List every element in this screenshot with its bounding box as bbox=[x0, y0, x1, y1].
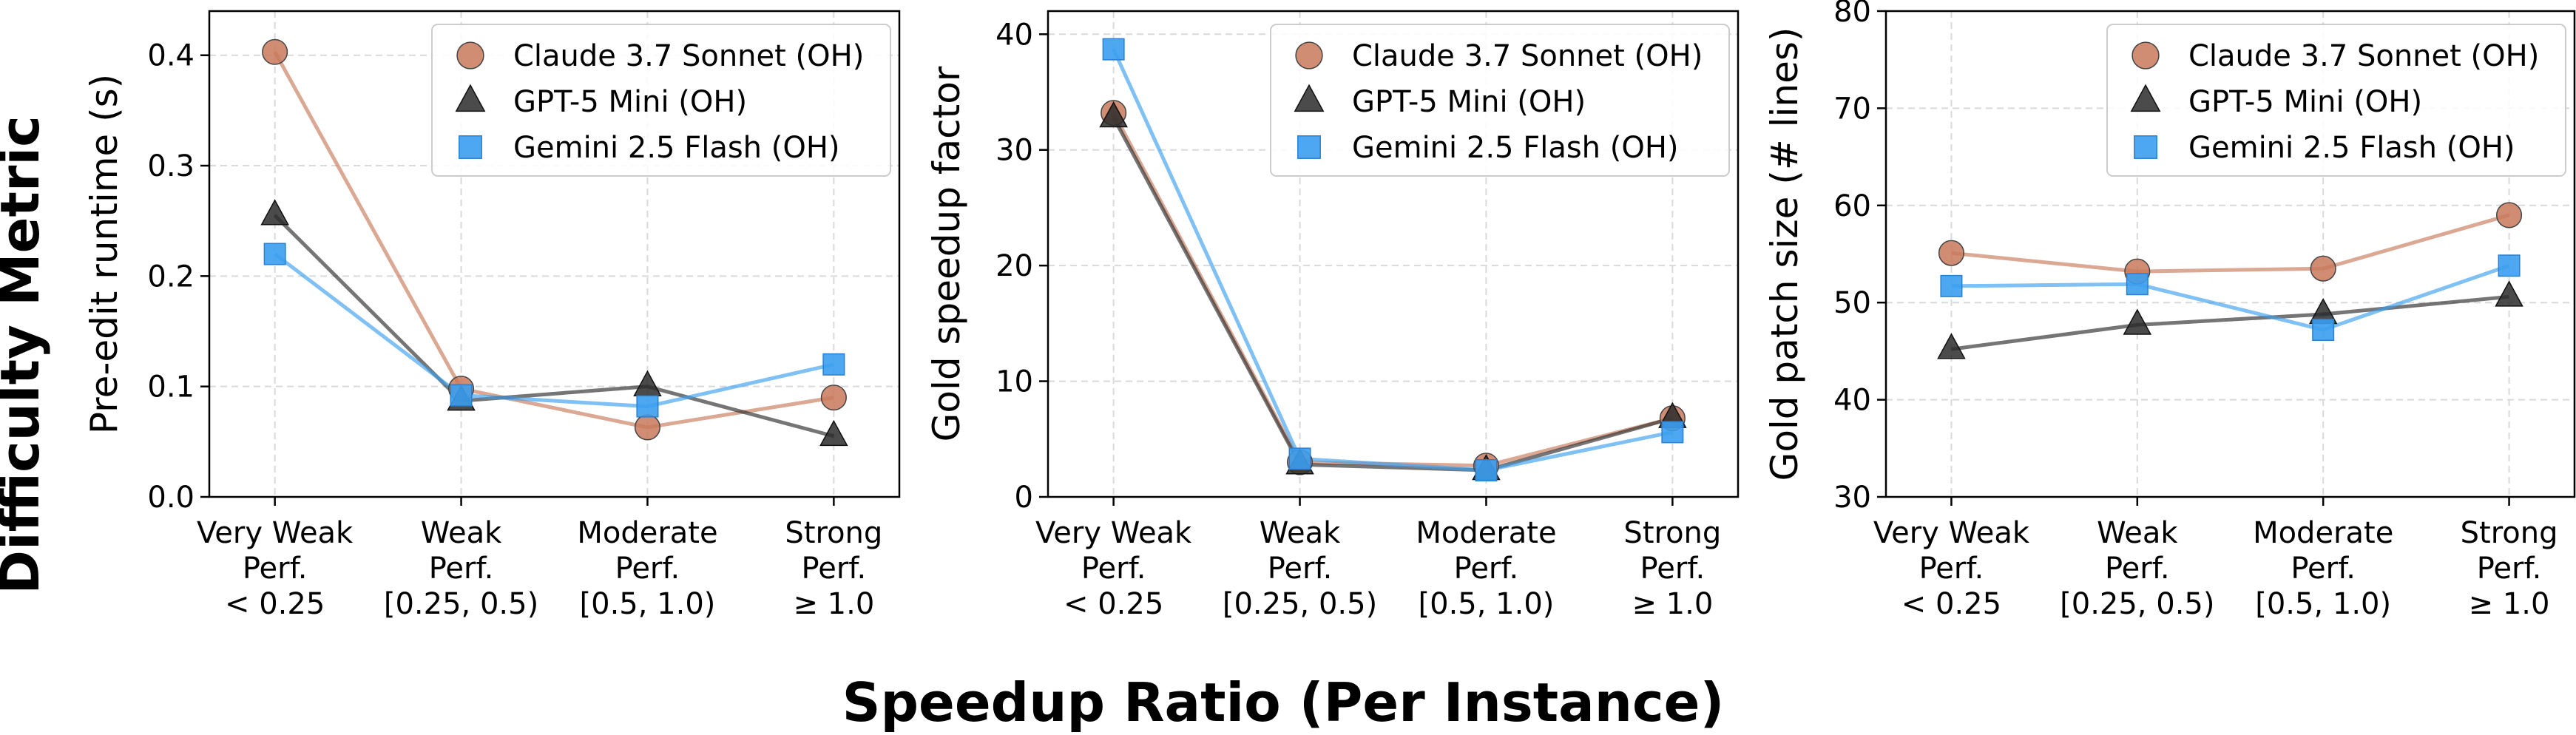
legend: Claude 3.7 Sonnet (OH) GPT-5 Mini (OH) Gem… bbox=[1270, 24, 1730, 177]
data-point bbox=[1937, 333, 1966, 359]
legend-label: GPT-5 Mini (OH) bbox=[2188, 85, 2422, 119]
y-axis-label: Pre-edit runtime (s) bbox=[83, 74, 126, 434]
data-point bbox=[1940, 274, 1963, 297]
plot-frame bbox=[1884, 10, 2576, 498]
y-tick-label: 0.4 bbox=[147, 39, 195, 73]
legend-marker bbox=[456, 41, 484, 70]
series-line-3 bbox=[1951, 263, 2510, 332]
x-tick-label: Very Weak Perf. < 0.25 bbox=[1035, 516, 1192, 621]
y-tick-label: 30 bbox=[995, 134, 1033, 168]
y-tick-label: 70 bbox=[1833, 92, 1871, 126]
x-tick-label: Moderate Perf. [0.5, 1.0) bbox=[577, 516, 717, 621]
legend-label: Gemini 2.5 Flash (OH) bbox=[1352, 131, 1679, 165]
x-tick-label: Moderate Perf. [0.5, 1.0) bbox=[1416, 516, 1556, 621]
data-point bbox=[263, 243, 286, 265]
plot-frame bbox=[1047, 10, 1740, 498]
series-line-2 bbox=[1951, 294, 2509, 351]
y-tick-label: 50 bbox=[1833, 286, 1871, 320]
legend-label: Claude 3.7 Sonnet (OH) bbox=[1352, 39, 1703, 73]
legend-marker bbox=[2132, 41, 2160, 70]
series-line-3 bbox=[1112, 48, 1673, 472]
x-tick-label: Moderate Perf. [0.5, 1.0) bbox=[2253, 516, 2393, 621]
series-line-2 bbox=[273, 214, 835, 438]
x-tick-label: Strong Perf. ≥ 1.0 bbox=[1623, 516, 1721, 621]
data-point bbox=[1938, 240, 1964, 266]
data-point bbox=[633, 370, 662, 396]
data-point bbox=[262, 38, 288, 65]
data-point bbox=[260, 199, 289, 226]
legend-label: Gemini 2.5 Flash (OH) bbox=[513, 131, 840, 165]
y-tick-label: 60 bbox=[1833, 189, 1871, 223]
legend-label: Gemini 2.5 Flash (OH) bbox=[2188, 131, 2515, 165]
legend-marker bbox=[459, 135, 482, 159]
data-point bbox=[820, 385, 847, 411]
legend-marker bbox=[2130, 84, 2161, 112]
data-point bbox=[2310, 255, 2336, 282]
legend-marker bbox=[1294, 84, 1325, 112]
plot-frame bbox=[208, 10, 901, 498]
data-point bbox=[1661, 421, 1684, 444]
data-point bbox=[822, 353, 845, 376]
data-point bbox=[450, 384, 473, 407]
sup-xlabel: Speedup Ratio (Per Instance) bbox=[842, 671, 1725, 734]
sup-ylabel: Difficulty Metric bbox=[0, 115, 51, 595]
y-tick-label: 80 bbox=[1833, 0, 1871, 29]
y-tick-label: 20 bbox=[995, 249, 1033, 283]
x-tick-label: Weak Perf. [0.25, 0.5) bbox=[384, 516, 538, 621]
y-tick-label: 40 bbox=[1833, 384, 1871, 418]
y-axis-label: Gold speedup factor bbox=[925, 66, 968, 441]
x-tick-label: Very Weak Perf. < 0.25 bbox=[1873, 516, 2030, 621]
data-point bbox=[636, 395, 659, 418]
y-tick-label: 0.2 bbox=[147, 260, 195, 294]
legend-marker bbox=[2134, 135, 2157, 159]
x-tick-label: Strong Perf. ≥ 1.0 bbox=[785, 516, 882, 621]
data-point bbox=[2498, 254, 2521, 277]
data-point bbox=[1475, 459, 1498, 482]
legend: Claude 3.7 Sonnet (OH) GPT-5 Mini (OH) Gem… bbox=[2106, 24, 2566, 177]
y-tick-label: 0.0 bbox=[147, 481, 195, 515]
chart-panel-3: 30 40 50 60 70 80 Very Weak Perf. < 0.25 Weak Perf… bbox=[1763, 0, 2576, 621]
series-line-3 bbox=[274, 252, 834, 409]
y-tick-label: 0 bbox=[1015, 481, 1033, 515]
y-tick-label: 30 bbox=[1833, 481, 1871, 515]
data-point bbox=[1288, 447, 1311, 470]
y-tick-label: 0.3 bbox=[147, 149, 195, 183]
data-point bbox=[2495, 280, 2523, 307]
legend-box bbox=[431, 24, 891, 177]
data-point bbox=[1102, 38, 1125, 61]
y-axis-label: Gold patch size (# lines) bbox=[1763, 27, 1806, 481]
y-tick-label: 40 bbox=[995, 18, 1033, 52]
data-point bbox=[2123, 308, 2152, 335]
chart-panel-2: 0 10 20 30 40 Very Weak Perf. < 0.25 Weak Perf. [0… bbox=[925, 10, 1740, 621]
legend-marker bbox=[455, 84, 486, 112]
legend-marker bbox=[1297, 135, 1321, 159]
legend-label: GPT-5 Mini (OH) bbox=[513, 85, 747, 119]
x-tick-label: Weak Perf. [0.25, 0.5) bbox=[1223, 516, 1377, 621]
data-point bbox=[2312, 318, 2335, 341]
series-line-1 bbox=[1951, 213, 2510, 274]
data-point bbox=[634, 414, 661, 441]
series-line-2 bbox=[1112, 116, 1674, 472]
chart-panel-1: 0.0 0.1 0.2 0.3 0.4 Very Weak Perf. < 0.25 Weak P… bbox=[83, 10, 901, 621]
legend-box bbox=[2106, 24, 2566, 177]
x-tick-label: Strong Perf. ≥ 1.0 bbox=[2461, 516, 2558, 621]
data-point bbox=[2126, 273, 2149, 296]
data-point bbox=[819, 419, 848, 447]
data-point bbox=[1099, 101, 1128, 128]
x-tick-label: Weak Perf. [0.25, 0.5) bbox=[2060, 516, 2214, 621]
legend-label: Claude 3.7 Sonnet (OH) bbox=[513, 39, 864, 73]
legend-box bbox=[1270, 24, 1730, 177]
legend-marker bbox=[1295, 41, 1323, 70]
y-tick-label: 0.1 bbox=[147, 370, 195, 404]
x-tick-label: Very Weak Perf. < 0.25 bbox=[197, 516, 354, 621]
legend-label: GPT-5 Mini (OH) bbox=[1352, 85, 1586, 119]
data-point bbox=[2496, 202, 2523, 228]
legend: Claude 3.7 Sonnet (OH) GPT-5 Mini (OH) Gem… bbox=[431, 24, 891, 177]
y-tick-label: 10 bbox=[995, 365, 1033, 399]
legend-label: Claude 3.7 Sonnet (OH) bbox=[2188, 39, 2539, 73]
